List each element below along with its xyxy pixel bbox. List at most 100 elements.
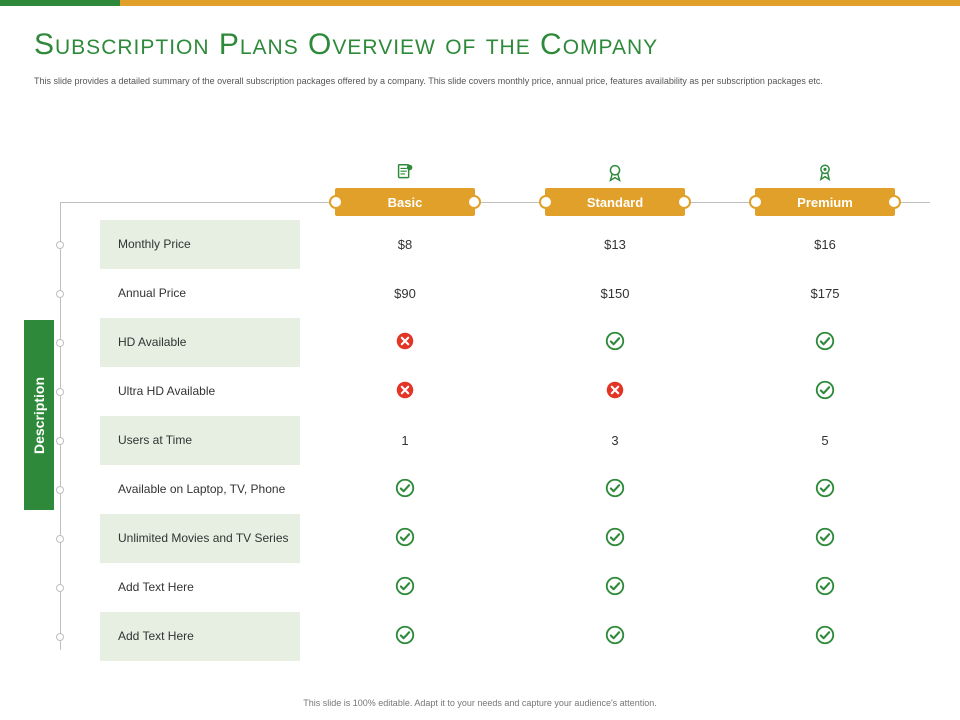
table-row: Users at Time135 [100, 416, 930, 465]
cell: $175 [720, 269, 930, 318]
row-label: Available on Laptop, TV, Phone [100, 465, 300, 514]
check-icon [814, 624, 836, 649]
row-cells [300, 514, 930, 563]
plan-pill: Basic [335, 188, 475, 216]
cell: $8 [300, 220, 510, 269]
table-rows: Monthly Price$8$13$16Annual Price$90$150… [100, 220, 930, 650]
row-cells [300, 465, 930, 514]
row-label: Ultra HD Available [100, 367, 300, 416]
check-icon [814, 477, 836, 502]
table-row: Unlimited Movies and TV Series [100, 514, 930, 563]
row-cells [300, 367, 930, 416]
check-icon [814, 526, 836, 551]
row-bullet [56, 290, 64, 298]
cell: $90 [300, 269, 510, 318]
top-accent-green [0, 0, 120, 6]
plan-pill: Premium [755, 188, 895, 216]
cell [720, 465, 930, 514]
row-bullet [56, 584, 64, 592]
check-icon [814, 379, 836, 404]
cell: $16 [720, 220, 930, 269]
row-bullet [56, 388, 64, 396]
row-cells: $90$150$175 [300, 269, 930, 318]
top-accent-orange [120, 0, 960, 6]
table-row: Add Text Here [100, 612, 930, 661]
cell [720, 367, 930, 416]
plan-name: Basic [388, 195, 423, 210]
cell [300, 367, 510, 416]
check-icon [394, 575, 416, 600]
row-cells [300, 612, 930, 661]
description-side-tab: Description [24, 320, 54, 510]
cell [510, 318, 720, 367]
row-bullet [56, 339, 64, 347]
plan-name: Premium [797, 195, 853, 210]
row-cells [300, 318, 930, 367]
check-icon [604, 330, 626, 355]
doc-badge-icon [394, 162, 416, 184]
cell [720, 514, 930, 563]
table-row: Available on Laptop, TV, Phone [100, 465, 930, 514]
ribbon-icon [814, 162, 836, 184]
row-label: Monthly Price [100, 220, 300, 269]
row-bullet [56, 633, 64, 641]
cell [510, 465, 720, 514]
table-row: Monthly Price$8$13$16 [100, 220, 930, 269]
pricing-table: Basic Standard Premium Monthly Price$8$13$… [60, 150, 930, 650]
row-bullet [56, 535, 64, 543]
check-icon [814, 330, 836, 355]
check-icon [604, 526, 626, 551]
cell [300, 514, 510, 563]
check-icon [604, 575, 626, 600]
cell [300, 318, 510, 367]
table-row: Annual Price$90$150$175 [100, 269, 930, 318]
row-label: Add Text Here [100, 563, 300, 612]
plan-headers: Basic Standard Premium [300, 188, 930, 216]
cell [300, 465, 510, 514]
cell: 1 [300, 416, 510, 465]
cell [510, 612, 720, 661]
row-cells: 135 [300, 416, 930, 465]
check-icon [604, 624, 626, 649]
cell: 5 [720, 416, 930, 465]
row-bullet [56, 437, 64, 445]
row-bullet [56, 486, 64, 494]
footer-note: This slide is 100% editable. Adapt it to… [0, 698, 960, 708]
top-accent-bar [0, 0, 960, 6]
check-icon [814, 575, 836, 600]
row-bullet [56, 241, 64, 249]
cell [720, 563, 930, 612]
cross-icon [394, 379, 416, 404]
cell [300, 612, 510, 661]
cell [510, 367, 720, 416]
cell: 3 [510, 416, 720, 465]
page-title: Subscription Plans Overview of the Compa… [34, 28, 658, 62]
table-row: HD Available [100, 318, 930, 367]
plan-header: Basic [300, 188, 510, 216]
cell: $13 [510, 220, 720, 269]
check-icon [394, 477, 416, 502]
medal-icon [604, 162, 626, 184]
row-label: Annual Price [100, 269, 300, 318]
row-cells: $8$13$16 [300, 220, 930, 269]
check-icon [394, 624, 416, 649]
cell [300, 563, 510, 612]
cell [510, 514, 720, 563]
check-icon [604, 477, 626, 502]
table-row: Add Text Here [100, 563, 930, 612]
row-label: HD Available [100, 318, 300, 367]
plan-name: Standard [587, 195, 643, 210]
cell: $150 [510, 269, 720, 318]
cross-icon [394, 330, 416, 355]
page-subtitle: This slide provides a detailed summary o… [34, 76, 920, 88]
cell [720, 318, 930, 367]
plan-header: Premium [720, 188, 930, 216]
table-row: Ultra HD Available [100, 367, 930, 416]
row-cells [300, 563, 930, 612]
row-label: Unlimited Movies and TV Series [100, 514, 300, 563]
row-label: Users at Time [100, 416, 300, 465]
plan-header: Standard [510, 188, 720, 216]
cross-icon [604, 379, 626, 404]
cell [510, 563, 720, 612]
row-label: Add Text Here [100, 612, 300, 661]
